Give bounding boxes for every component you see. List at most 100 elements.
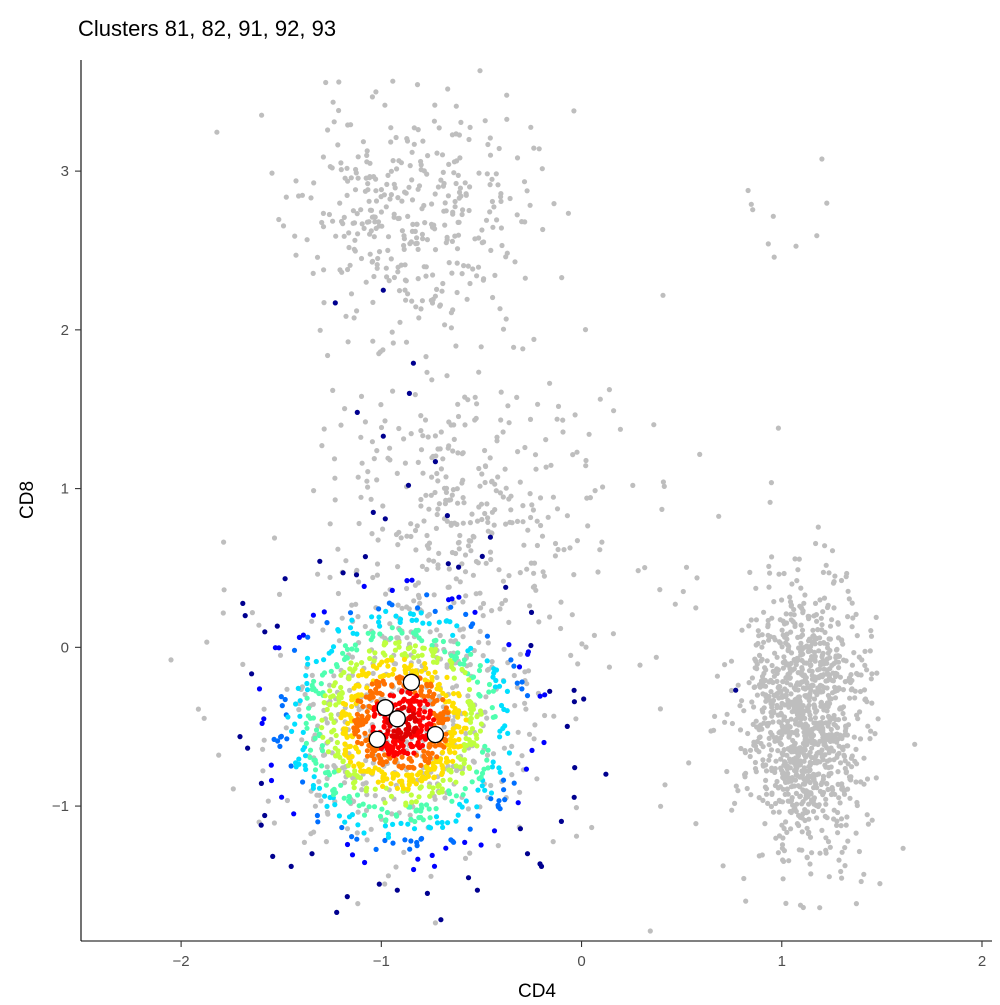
background-point — [504, 117, 509, 122]
highlighted-point — [394, 812, 399, 817]
background-point — [832, 579, 837, 584]
background-point — [837, 706, 842, 711]
background-point — [506, 496, 511, 501]
highlighted-point — [369, 637, 374, 642]
background-point — [391, 158, 396, 163]
background-point — [461, 500, 466, 505]
background-point — [834, 671, 839, 676]
background-point — [423, 493, 428, 498]
background-point — [454, 158, 459, 163]
background-point — [372, 234, 377, 239]
background-point — [790, 803, 795, 808]
highlighted-point — [412, 649, 417, 654]
highlighted-point — [488, 796, 493, 801]
highlighted-point — [542, 692, 547, 697]
background-point — [315, 255, 320, 260]
background-point — [835, 769, 840, 774]
highlighted-point — [388, 781, 393, 786]
background-point — [684, 565, 689, 570]
background-point — [829, 764, 834, 769]
background-point — [395, 471, 400, 476]
background-point — [814, 815, 819, 820]
background-point — [533, 467, 538, 472]
background-point — [490, 199, 495, 204]
background-point — [460, 212, 465, 217]
background-point — [598, 397, 603, 402]
background-point — [429, 222, 434, 227]
background-point — [369, 228, 374, 233]
background-point — [434, 675, 439, 680]
background-point — [809, 791, 814, 796]
background-point — [365, 837, 370, 842]
background-point — [836, 660, 841, 665]
highlighted-point — [362, 731, 367, 736]
background-point — [342, 406, 347, 411]
background-point — [806, 614, 811, 619]
background-point — [446, 443, 451, 448]
highlighted-point — [317, 786, 322, 791]
background-point — [485, 520, 490, 525]
background-point — [460, 271, 465, 276]
background-point — [363, 189, 368, 194]
highlighted-point — [441, 778, 446, 783]
background-point — [769, 747, 774, 752]
background-point — [481, 601, 486, 606]
background-point — [528, 125, 533, 130]
background-point — [414, 235, 419, 240]
highlighted-point — [525, 851, 530, 856]
background-point — [853, 779, 858, 784]
highlighted-point — [475, 813, 480, 818]
background-point — [465, 397, 470, 402]
background-point — [455, 290, 460, 295]
background-point — [446, 193, 451, 198]
highlighted-point — [454, 763, 459, 768]
highlighted-point — [519, 686, 524, 691]
background-point — [269, 171, 274, 176]
background-point — [660, 293, 665, 298]
background-point — [573, 716, 578, 721]
background-point — [819, 156, 824, 161]
highlighted-point — [376, 753, 381, 758]
background-point — [509, 520, 514, 525]
background-point — [693, 821, 698, 826]
background-point — [450, 210, 455, 215]
highlighted-point — [440, 820, 445, 825]
highlighted-point — [440, 750, 445, 755]
background-point — [790, 775, 795, 780]
background-point — [756, 724, 761, 729]
background-point — [484, 218, 489, 223]
highlighted-point — [355, 822, 360, 827]
background-point — [455, 501, 460, 506]
background-point — [385, 248, 390, 253]
background-point — [834, 823, 839, 828]
background-point — [509, 772, 514, 777]
background-point — [437, 125, 442, 130]
highlighted-point — [348, 744, 353, 749]
highlighted-point — [345, 647, 350, 652]
highlighted-point — [355, 792, 360, 797]
background-point — [800, 710, 805, 715]
highlighted-point — [376, 780, 381, 785]
highlighted-point — [354, 572, 359, 577]
background-point — [434, 151, 439, 156]
background-point — [421, 203, 426, 208]
background-point — [810, 683, 815, 688]
background-point — [570, 612, 575, 617]
background-point — [509, 744, 514, 749]
background-point — [356, 810, 361, 815]
background-point — [551, 495, 556, 500]
background-point — [805, 855, 810, 860]
background-point — [479, 471, 484, 476]
highlighted-point — [376, 606, 381, 611]
highlighted-point — [319, 718, 324, 723]
background-point — [813, 601, 818, 606]
background-point — [630, 483, 635, 488]
background-point — [722, 662, 727, 667]
highlighted-point — [377, 882, 382, 887]
background-point — [447, 260, 452, 265]
background-point — [458, 194, 463, 199]
highlighted-point — [350, 669, 355, 674]
background-point — [861, 872, 866, 877]
background-point — [802, 747, 807, 752]
background-point — [748, 754, 753, 759]
